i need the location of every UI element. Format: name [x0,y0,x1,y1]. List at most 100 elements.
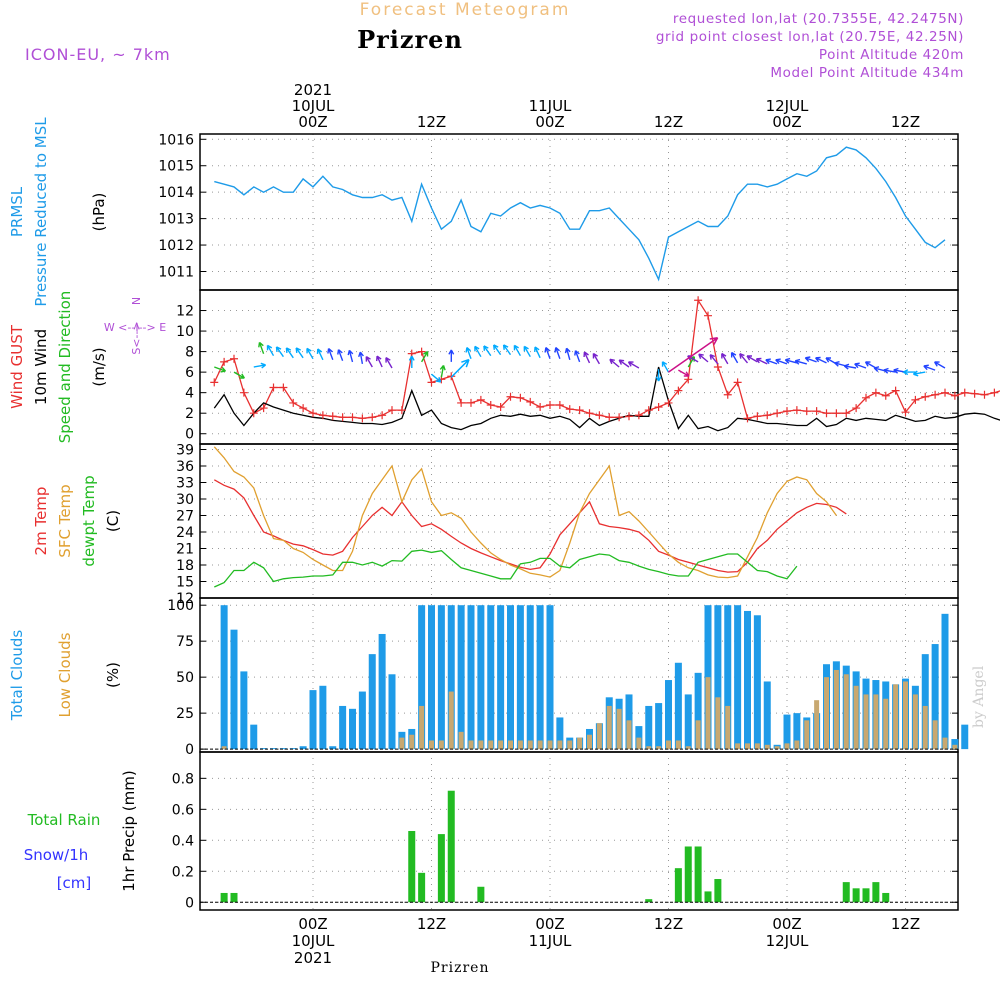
rain-bar [645,899,653,903]
gust-marker [891,386,900,395]
y-tick-label: 0.8 [172,771,194,787]
bottom-time-label: 00Z [772,915,801,933]
total-cloud-bar [260,748,268,750]
wind-direction-arrow [534,346,541,359]
low-cloud-bar [429,740,434,750]
low-cloud-bar [606,705,612,750]
y-tick-label: 1013 [158,212,194,228]
rain-bar [408,831,416,903]
gust-marker [783,407,791,416]
gust-marker [457,398,466,407]
total-cloud-bar [714,605,722,750]
wind-direction-arrow [465,346,472,360]
wind-direction-arrow [347,349,354,363]
wind-direction-arrow [448,349,455,362]
panel-label-pressure: Pressure Reduced to MSL [32,117,50,307]
gust-marker [605,413,614,422]
gust-marker [259,404,268,413]
rain-bar [220,892,228,903]
gust-marker [694,296,703,305]
wind-direction-arrow [661,361,670,373]
low-cloud-bar [774,746,780,750]
low-cloud-bar [409,734,415,750]
total-cloud-bar [477,605,485,750]
wind-line [213,366,1000,432]
gust-marker [378,411,387,420]
low-cloud-bar [567,740,573,750]
wind-direction-arrow [214,366,227,373]
wind-direction-arrow [609,358,620,368]
gust-marker [358,414,367,423]
wind-direction-arrow [358,351,364,365]
y-tick-label: 0.2 [172,864,194,880]
panel-frame [199,133,959,291]
top-time-label: 12Z [891,113,920,131]
gust-marker [220,357,229,366]
total-cloud-bar [684,694,692,750]
wind-direction-arrow [523,345,531,358]
y-tick-label: 25 [176,706,194,722]
gust-marker [486,400,495,409]
rain-bar [418,872,426,903]
low-cloud-bar [754,743,760,750]
y-tick-label: 15 [176,575,194,591]
low-cloud-bar [537,740,543,750]
gust-marker [575,406,584,415]
low-cloud-bar [883,698,889,750]
total-cloud-bar [497,605,505,750]
gust-marker [615,413,624,422]
y-tick-label: 2 [185,406,194,422]
y-tick-label: 1012 [158,238,194,254]
wind-direction-arrow [439,364,446,378]
gust-marker [338,413,347,422]
legend-snow-unit: [cm] [57,874,92,892]
bottom-time-label: 10JUL [292,932,335,950]
total-cloud-bar [279,748,287,750]
panel-frame [199,289,959,445]
bottom-time-label: 2021 [294,949,332,967]
y-tick-label: 33 [176,476,194,492]
gust-marker [822,409,831,418]
rain-bar [872,882,880,903]
wind-direction-arrow [784,357,798,364]
dewpoint-line [214,549,798,588]
total-cloud-bar [319,685,327,750]
panel-label-wind: Wind GUST [8,324,26,409]
wind-direction-arrow [365,356,373,368]
wind-direction-arrow [765,358,778,365]
wind-direction-arrow [709,354,719,365]
gust-marker [723,390,732,399]
wind-direction-arrow [864,361,877,369]
gust-marker [931,390,940,399]
gust-marker [279,383,288,392]
gust-marker [269,383,278,392]
panel-label-temp: SFC Temp [56,484,74,557]
gust-marker [713,363,722,371]
top-time-label: 2021 [294,81,332,99]
gust-marker [644,406,653,415]
gust-marker [812,407,821,416]
low-cloud-bar [616,708,622,750]
wind-direction-arrow [574,350,581,363]
total-cloud-bar [457,605,465,750]
footer-label: Prizren [431,960,490,976]
wind-direction-arrow [275,346,284,358]
total-cloud-bar [734,605,742,750]
total-cloud-bar [418,605,426,750]
gust-marker [881,391,890,400]
location-info-3: Model Point Altitude 434m [770,65,964,81]
top-time-label: 00Z [772,113,801,131]
wind-direction-arrow [730,351,739,364]
top-time-label: 12Z [654,113,683,131]
low-cloud-bar [626,720,632,750]
total-cloud-bar [546,605,554,750]
chart-subtitle: Forecast Meteogram [360,0,571,20]
panel-label-wind: 10m Wind [32,329,50,405]
low-cloud-bar [675,740,681,750]
low-cloud-bar [695,720,701,750]
total-cloud-bar [526,605,534,750]
gust-marker [941,388,949,397]
total-cloud-bar [388,674,396,750]
low-cloud-bar [804,720,810,750]
